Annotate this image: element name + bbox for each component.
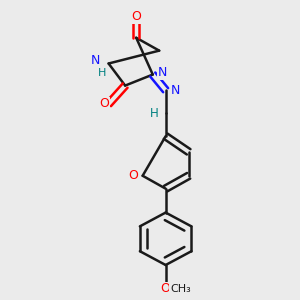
Text: H: H xyxy=(150,107,159,120)
Text: N: N xyxy=(171,84,181,97)
Text: O: O xyxy=(161,282,171,296)
Text: N: N xyxy=(91,54,100,67)
Text: CH₃: CH₃ xyxy=(170,284,191,294)
Text: H: H xyxy=(98,68,106,78)
Text: O: O xyxy=(99,98,109,110)
Text: O: O xyxy=(131,10,141,23)
Text: N: N xyxy=(157,66,167,79)
Text: O: O xyxy=(128,169,138,182)
